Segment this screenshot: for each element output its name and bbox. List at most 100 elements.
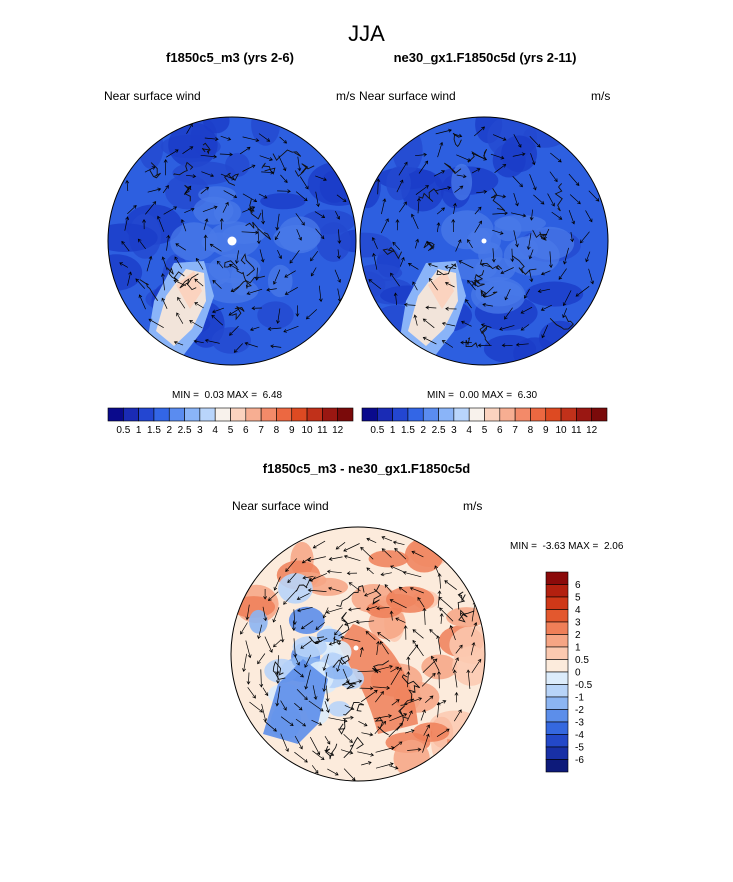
wind-vector [203, 218, 209, 230]
colorbar-tick-label: 11 [571, 425, 582, 436]
wind-vector [399, 201, 407, 213]
wind-vector [355, 620, 375, 625]
wind-vector [500, 267, 514, 275]
wind-vector [147, 187, 162, 193]
colorbar-tick-label: 3 [575, 618, 581, 629]
wind-vector [585, 210, 593, 223]
wind-vector [439, 607, 454, 622]
wind-vector [259, 669, 264, 688]
wind-vector [342, 715, 354, 720]
wind-vector [261, 209, 266, 225]
wind-vector [294, 735, 303, 750]
colorbar-swatch [545, 407, 562, 422]
wind-vector [452, 669, 458, 688]
wind-vector [194, 302, 204, 309]
wind-vector [314, 211, 326, 218]
colorbar-swatch [545, 671, 569, 685]
colorbar-swatch [230, 407, 247, 422]
wind-vector [277, 189, 291, 194]
field-patch [278, 216, 321, 254]
wind-vector [294, 655, 300, 666]
wind-vector [381, 548, 392, 558]
page-title: JJA [348, 21, 385, 46]
wind-vector [137, 238, 146, 250]
wind-vector [504, 307, 513, 320]
wind-vector [423, 724, 430, 736]
wind-vector [403, 625, 408, 640]
colorbar-tick-label: 3 [197, 425, 203, 436]
wind-vector [344, 620, 359, 626]
wind-vector [588, 190, 600, 202]
wind-vector [163, 206, 178, 215]
pole-marker [353, 645, 359, 651]
wind-vector [124, 216, 130, 231]
wind-vector [228, 308, 240, 316]
wind-vector [494, 194, 507, 199]
wind-vector [390, 666, 400, 673]
coastline [444, 162, 462, 175]
wind-vector [372, 685, 391, 690]
wind-vector [322, 672, 328, 692]
greenland-cool [263, 659, 328, 744]
wind-vector [262, 687, 269, 697]
wind-vector [156, 215, 165, 232]
wind-vector [420, 709, 426, 721]
colorbar-swatch [545, 696, 569, 710]
wind-vector [406, 710, 413, 722]
wind-vector [343, 768, 356, 781]
coastline [245, 221, 272, 240]
wind-vector [346, 571, 358, 576]
wind-vector [482, 286, 494, 298]
coastline [324, 743, 338, 760]
wind-vector [396, 179, 404, 193]
wind-vector [324, 749, 335, 756]
colorbar-tick-label: 2.5 [178, 425, 192, 436]
wind-vector [328, 717, 348, 723]
colorbar-tick-label: -2 [575, 705, 584, 716]
wind-vector [377, 632, 391, 642]
wind-vector [121, 240, 130, 252]
wind-vector [547, 193, 555, 207]
wind-vector [342, 668, 350, 684]
wind-vector [211, 307, 225, 314]
coastline [336, 585, 365, 607]
diff-panel-title: f1850c5_m3 - ne30_gx1.F1850c5d [262, 461, 471, 476]
wind-vector [296, 688, 308, 701]
colorbar-swatch [484, 407, 501, 422]
wind-vector [441, 340, 454, 348]
wind-vector [342, 679, 363, 686]
wind-vector [436, 207, 446, 215]
colorbar-swatch [545, 759, 569, 773]
wind-vector [242, 206, 256, 213]
wind-vector [417, 596, 425, 608]
wind-vector [263, 589, 268, 600]
wind-vector [575, 286, 590, 297]
field-patch [452, 646, 485, 686]
wind-vector [429, 629, 439, 638]
field-patch [278, 573, 313, 604]
wind-vector [233, 343, 243, 353]
wind-vector [415, 152, 428, 157]
wind-vector [455, 644, 463, 654]
wind-vector [209, 243, 222, 252]
wind-vector [301, 557, 312, 564]
wind-vector [528, 249, 534, 260]
wind-vector [492, 229, 504, 235]
wind-vector [421, 672, 436, 687]
wind-vector [389, 713, 408, 722]
wind-vector [257, 624, 263, 640]
wind-vector [568, 209, 576, 225]
wind-vector [162, 184, 169, 194]
wind-vector [428, 277, 438, 291]
map-outline [230, 526, 486, 782]
wind-vector [422, 658, 438, 673]
wind-vector [244, 341, 258, 348]
wind-vector [285, 558, 297, 573]
wind-vector [284, 286, 298, 295]
wind-vector [264, 636, 273, 653]
colorbar-swatch [545, 709, 569, 723]
field-patch [475, 280, 523, 307]
coastline [436, 263, 457, 276]
wind-vector [558, 268, 567, 280]
wind-vector [391, 741, 403, 750]
